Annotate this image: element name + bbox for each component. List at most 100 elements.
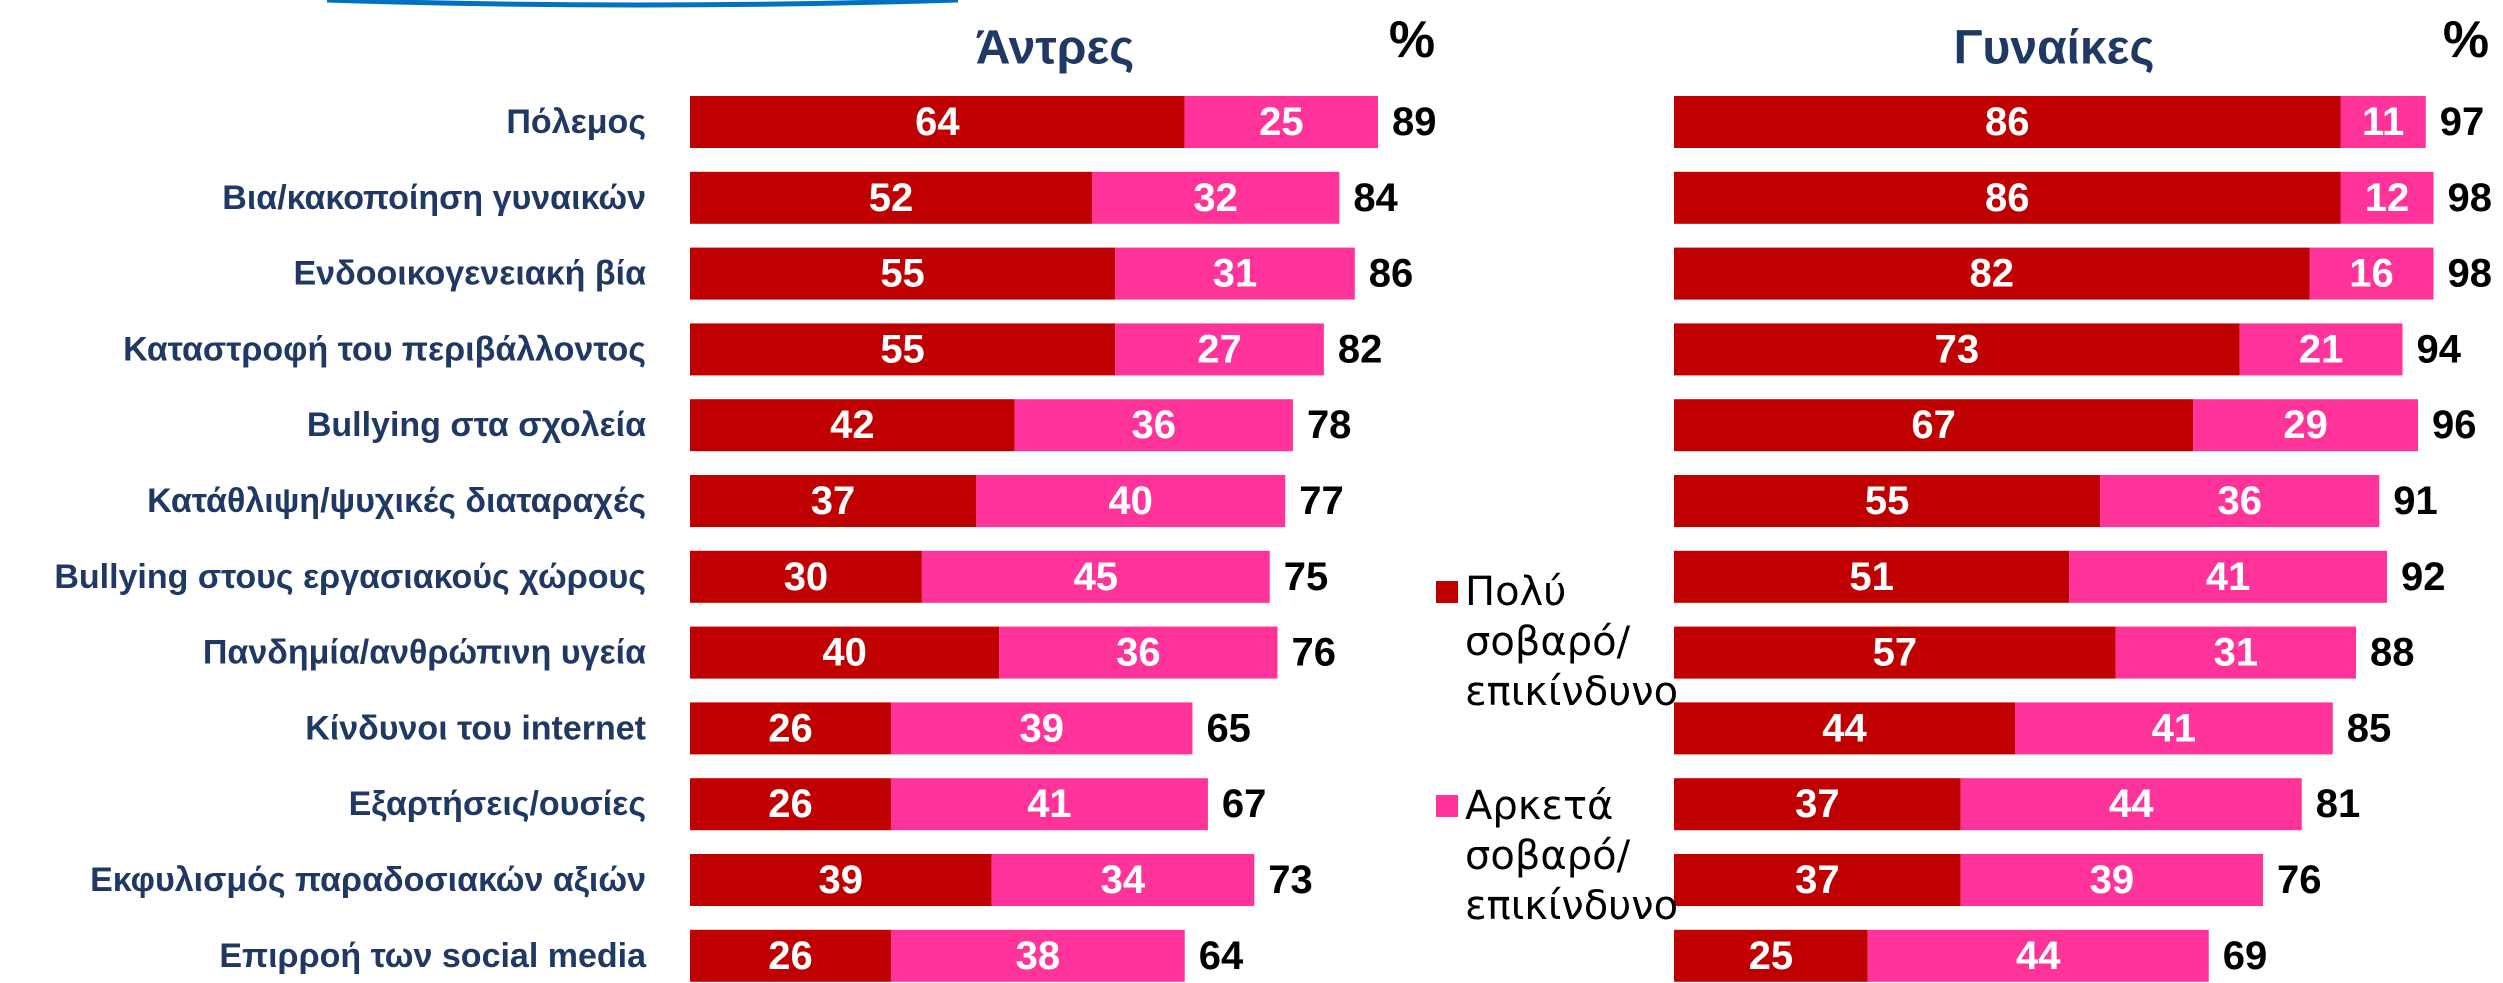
bar-segment bbox=[1674, 854, 1961, 906]
category-label: Εκφυλισμός παραδοσιακών αξιών bbox=[90, 861, 646, 899]
value-label: 44 bbox=[1822, 706, 1867, 750]
value-label: 26 bbox=[768, 934, 813, 978]
total-label: 88 bbox=[2370, 631, 2415, 675]
value-label: 36 bbox=[1132, 403, 1177, 447]
bar-segment bbox=[1115, 323, 1324, 376]
total-label: 69 bbox=[2223, 934, 2268, 978]
bar-segment bbox=[690, 702, 891, 755]
value-label: 45 bbox=[1074, 555, 1119, 599]
total-label: 76 bbox=[2277, 858, 2322, 902]
category-label: Bullying στα σχολεία bbox=[307, 406, 646, 444]
total-label: 85 bbox=[2347, 706, 2392, 750]
value-label: 11 bbox=[2362, 100, 2404, 144]
bar-segment bbox=[690, 399, 1015, 452]
value-label: 40 bbox=[1108, 479, 1153, 523]
decoration bbox=[326, 0, 959, 8]
total-label: 98 bbox=[2448, 176, 2493, 220]
category-label: Κατάθλιψη/ψυχικές διαταραχές bbox=[147, 482, 646, 520]
bar-segment bbox=[2309, 247, 2434, 300]
bar-segment bbox=[2340, 171, 2434, 224]
bar-segment bbox=[1674, 929, 1868, 982]
bar-segment bbox=[890, 778, 1208, 831]
bar-segment bbox=[1960, 854, 2263, 906]
value-label: 55 bbox=[880, 327, 925, 371]
value-label: 55 bbox=[1865, 479, 1910, 523]
value-label: 55 bbox=[880, 252, 925, 296]
bar-segment bbox=[690, 550, 922, 603]
legend-swatch bbox=[1436, 581, 1458, 603]
bar-segment bbox=[2100, 475, 2380, 527]
value-label: 12 bbox=[2365, 176, 2410, 220]
total-label: 82 bbox=[1338, 327, 1383, 371]
bar-segment bbox=[999, 626, 1278, 679]
panel-title: Άντρες bbox=[976, 22, 1134, 75]
value-label: 37 bbox=[1795, 858, 1840, 902]
bar-segment bbox=[1674, 323, 2240, 376]
bar-segment bbox=[1674, 550, 2070, 603]
value-label: 32 bbox=[1193, 176, 1238, 220]
total-label: 86 bbox=[1369, 252, 1414, 296]
value-label: 26 bbox=[768, 782, 813, 826]
value-label: 86 bbox=[1985, 100, 2030, 144]
value-label: 26 bbox=[768, 706, 813, 750]
value-label: 41 bbox=[2206, 555, 2251, 599]
value-label: 44 bbox=[2109, 782, 2154, 826]
bar-segment bbox=[1674, 778, 1961, 831]
bar-segment bbox=[1184, 96, 1378, 148]
bar-segment bbox=[1674, 626, 2116, 679]
category-label: Bullying στους εργασιακούς χώρους bbox=[54, 558, 646, 596]
value-label: 41 bbox=[2152, 706, 2197, 750]
total-label: 64 bbox=[1199, 934, 1244, 978]
total-label: 75 bbox=[1284, 555, 1329, 599]
value-label: 52 bbox=[869, 176, 914, 220]
legend-label: Πολύ σοβαρό/ επικίνδυνο bbox=[1465, 569, 1679, 715]
value-label: 67 bbox=[1911, 403, 1956, 447]
total-label: 89 bbox=[1392, 100, 1437, 144]
category-label: Εξαρτήσεις/ουσίες bbox=[349, 785, 646, 823]
value-label: 27 bbox=[1197, 327, 1242, 371]
bar-segment bbox=[1014, 399, 1293, 452]
bar-segment bbox=[991, 854, 1255, 906]
unit-label: % bbox=[2443, 11, 2489, 69]
bar-segment bbox=[890, 702, 1193, 755]
value-label: 31 bbox=[2214, 631, 2259, 675]
category-label: Κίνδυνοι του internet bbox=[305, 709, 646, 747]
bar-segment bbox=[2193, 399, 2418, 452]
bar-segment bbox=[1674, 247, 2310, 300]
value-label: 29 bbox=[2283, 403, 2328, 447]
value-label: 39 bbox=[2090, 858, 2135, 902]
bar-segment bbox=[690, 475, 977, 527]
total-label: 98 bbox=[2448, 252, 2493, 296]
bar-segment bbox=[2340, 96, 2426, 148]
value-label: 39 bbox=[1019, 706, 1064, 750]
value-label: 38 bbox=[1016, 934, 1061, 978]
bar-segment bbox=[1674, 399, 2194, 452]
category-label: Καταστροφή του περιβάλλοντος bbox=[123, 330, 646, 368]
bar-segment bbox=[1867, 929, 2209, 982]
unit-label: % bbox=[1389, 11, 1435, 69]
bar-segment bbox=[2015, 702, 2333, 755]
bar-segment bbox=[976, 475, 1286, 527]
value-label: 73 bbox=[1935, 327, 1980, 371]
value-label: 37 bbox=[1795, 782, 1840, 826]
total-label: 84 bbox=[1353, 176, 1398, 220]
total-label: 77 bbox=[1299, 479, 1344, 523]
total-label: 65 bbox=[1206, 706, 1251, 750]
total-label: 97 bbox=[2440, 100, 2485, 144]
total-label: 96 bbox=[2432, 403, 2477, 447]
bar-segment bbox=[1674, 96, 2341, 148]
value-label: 25 bbox=[1749, 934, 1794, 978]
bar-segment bbox=[690, 854, 992, 906]
bar-segment bbox=[1674, 702, 2015, 755]
value-label: 64 bbox=[915, 100, 960, 144]
value-label: 86 bbox=[1985, 176, 2030, 220]
value-label: 42 bbox=[830, 403, 875, 447]
value-label: 41 bbox=[1027, 782, 1072, 826]
total-label: 73 bbox=[1268, 858, 1313, 902]
bar-segment bbox=[690, 96, 1185, 148]
bar-segment bbox=[1960, 778, 2302, 831]
total-label: 78 bbox=[1307, 403, 1352, 447]
value-label: 44 bbox=[2016, 934, 2061, 978]
value-label: 57 bbox=[1873, 631, 1918, 675]
